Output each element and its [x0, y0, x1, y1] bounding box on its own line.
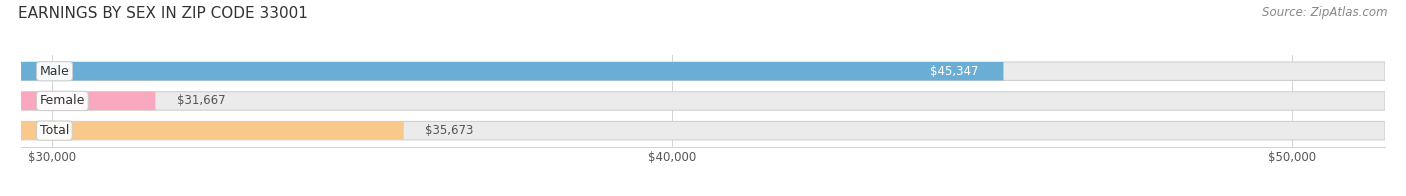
FancyBboxPatch shape	[21, 122, 404, 140]
FancyBboxPatch shape	[21, 92, 156, 110]
FancyBboxPatch shape	[21, 92, 1385, 110]
Text: $45,347: $45,347	[931, 65, 979, 78]
Text: EARNINGS BY SEX IN ZIP CODE 33001: EARNINGS BY SEX IN ZIP CODE 33001	[18, 6, 308, 21]
Text: Source: ZipAtlas.com: Source: ZipAtlas.com	[1263, 6, 1388, 19]
Text: Male: Male	[39, 65, 69, 78]
FancyBboxPatch shape	[21, 62, 1004, 80]
Text: Total: Total	[39, 124, 69, 137]
FancyBboxPatch shape	[21, 62, 1385, 80]
Text: $35,673: $35,673	[426, 124, 474, 137]
Text: Female: Female	[39, 94, 84, 107]
FancyBboxPatch shape	[21, 122, 1385, 140]
Text: $31,667: $31,667	[177, 94, 226, 107]
